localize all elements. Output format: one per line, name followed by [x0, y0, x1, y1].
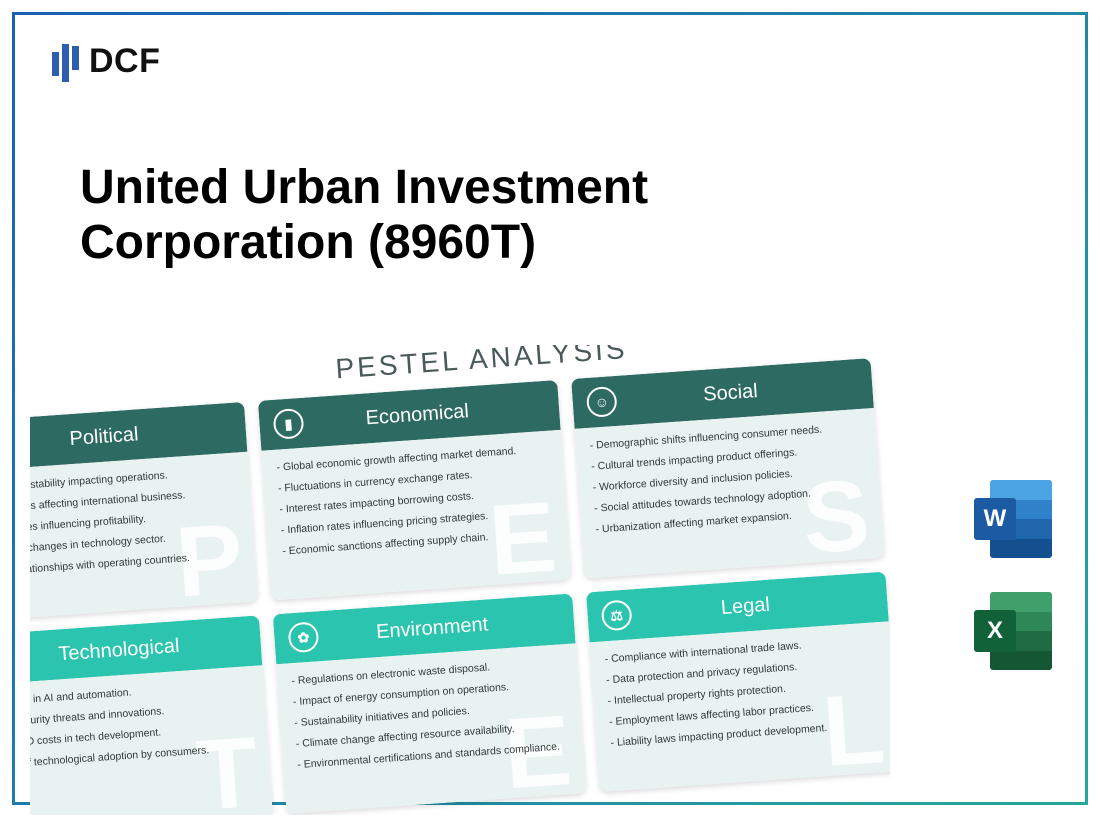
logo: DCF [52, 40, 160, 82]
excel-icon: X [974, 592, 1052, 670]
pestel-card-social: ☺ Social S Demographic shifts influencin… [571, 358, 884, 578]
briefcase-icon: ⚖ [601, 599, 633, 631]
excel-badge: X [974, 610, 1016, 652]
card-title: Political [30, 418, 203, 455]
card-item: Political relationships with operating c… [30, 549, 241, 580]
pestel-card-technological: ⚙ Technological T Advances in AI and aut… [30, 615, 273, 815]
pestel-card-political: ⚖ Political P Government stability impac… [30, 402, 258, 622]
page-title: United Urban Investment Corporation (896… [80, 160, 800, 270]
card-title: Environment [334, 610, 531, 647]
card-title: Social [632, 375, 829, 412]
pestel-card-legal: ⚖ Legal L Compliance with international … [586, 572, 890, 792]
word-badge: W [974, 498, 1016, 540]
card-title: Economical [319, 397, 516, 434]
pestel-card-environment: ✿ Environment E Regulations on electroni… [273, 593, 586, 813]
logo-text: DCF [89, 42, 160, 81]
pestel-container: PESTEL ANALYSIS ⚖ Political P Government… [30, 345, 890, 815]
chart-icon: ▮ [273, 408, 305, 440]
person-icon: ☺ [586, 386, 618, 418]
card-title: Technological [30, 632, 217, 669]
card-item: Speed of technological adoption by consu… [30, 741, 254, 772]
pestel-cards-grid: ⚖ Political P Government stability impac… [30, 357, 890, 815]
word-icon: W [974, 480, 1052, 558]
leaf-icon: ✿ [287, 621, 319, 653]
file-icons: W X [974, 480, 1052, 670]
logo-bars-icon [52, 40, 79, 82]
pestel-card-economical: ▮ Economical E Global economic growth af… [258, 380, 571, 600]
card-title: Legal [647, 588, 844, 625]
